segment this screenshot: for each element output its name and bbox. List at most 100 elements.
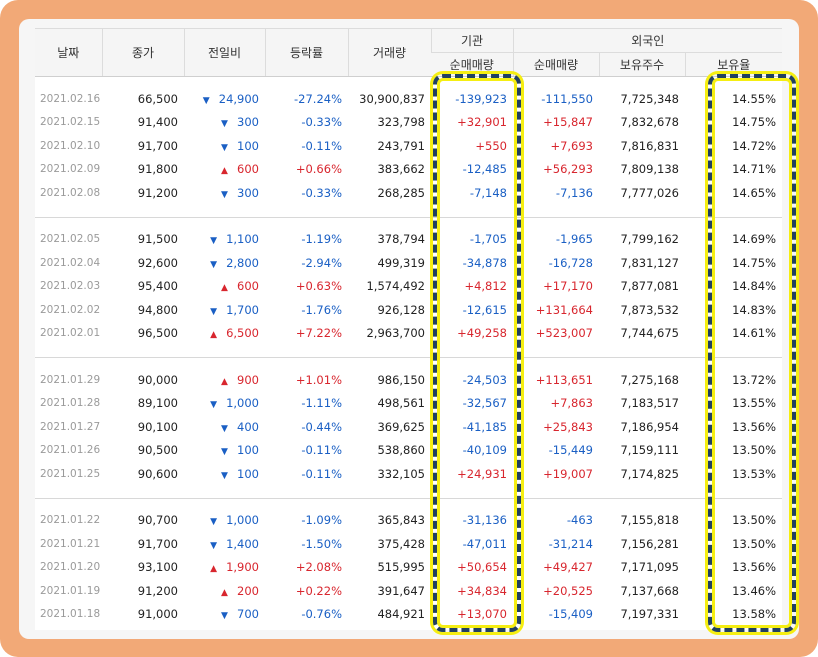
change-cell: ▲ 900 (184, 368, 265, 392)
group-separator (35, 345, 782, 358)
change-cell: ▼ 24,900 (184, 87, 265, 111)
inst-net-cell: -12,485 (462, 162, 507, 177)
foreign-net-cell: -15,449 (548, 443, 593, 458)
foreign-ratio-cell: 13.50% (732, 443, 777, 458)
close-cell: 96,500 (137, 326, 178, 341)
arrow-up-icon: ▲ (210, 330, 217, 341)
foreign-hold-cell: 7,816,831 (620, 138, 679, 153)
col-group-institution: 기관 (430, 28, 513, 53)
change-value: 600 (237, 162, 259, 177)
foreign-hold-cell: 7,137,668 (620, 583, 679, 598)
arrow-down-icon: ▼ (210, 236, 217, 247)
col-header-date: 날짜 (35, 28, 102, 77)
close-cell: 91,000 (137, 607, 178, 622)
change-cell: ▼ 300 (184, 181, 265, 205)
foreign-ratio-cell: 14.71% (732, 162, 777, 177)
volume-cell: 499,319 (377, 255, 425, 270)
close-cell: 66,500 (137, 91, 178, 106)
rate-cell: -1.50% (301, 536, 342, 551)
rate-cell: -0.11% (301, 138, 342, 153)
col-header-change: 전일비 (183, 28, 265, 77)
close-cell: 94,800 (137, 302, 178, 317)
separator-cell (35, 204, 782, 218)
close-cell: 91,800 (137, 162, 178, 177)
foreign-net-cell: -15,409 (548, 607, 593, 622)
volume-cell: 538,860 (377, 443, 425, 458)
change-cell: ▼ 100 (184, 439, 265, 463)
foreign-net-cell: +19,007 (543, 466, 593, 481)
change-value: 1,100 (226, 232, 259, 247)
foreign-ratio-cell: 14.75% (732, 255, 777, 270)
col-header-inst-net: 순매매량 (431, 52, 513, 77)
close-cell: 90,600 (137, 466, 178, 481)
close-cell: 90,700 (137, 513, 178, 528)
close-cell: 93,100 (137, 560, 178, 575)
col-header-volume: 거래량 (347, 28, 431, 77)
date-cell: 2021.01.27 (40, 420, 101, 433)
change-value: 300 (237, 115, 259, 130)
date-cell: 2021.02.03 (40, 280, 101, 293)
inst-net-cell: -32,567 (462, 396, 507, 411)
foreign-hold-cell: 7,197,331 (620, 607, 679, 622)
foreign-ratio-cell: 13.50% (732, 536, 777, 551)
arrow-down-icon: ▼ (221, 119, 228, 130)
foreign-net-cell: +113,651 (535, 372, 593, 387)
volume-cell: 1,574,492 (366, 279, 425, 294)
change-cell: ▼ 300 (184, 111, 265, 135)
table-row: 2021.01.27 90,100 ▼ 400 -0.44% 369,625 -41,185… (35, 415, 782, 439)
spacer-cell (35, 358, 782, 369)
arrow-down-icon: ▼ (221, 470, 228, 481)
volume-cell: 926,128 (377, 302, 425, 317)
foreign-ratio-cell: 14.65% (732, 185, 777, 200)
change-cell: ▼ 2,800 (184, 251, 265, 275)
foreign-net-cell: -16,728 (548, 255, 593, 270)
foreign-hold-cell: 7,744,675 (620, 326, 679, 341)
inst-net-cell: -24,503 (462, 372, 507, 387)
inst-net-cell: +49,258 (457, 326, 507, 341)
col-header-close: 종가 (101, 28, 184, 77)
date-cell: 2021.01.19 (40, 584, 101, 597)
foreign-net-cell: +131,664 (535, 302, 593, 317)
rate-cell: -0.33% (301, 185, 342, 200)
foreign-hold-cell: 7,183,517 (620, 396, 679, 411)
group-top-spacer (35, 358, 782, 369)
table-row: 2021.01.18 91,000 ▼ 700 -0.76% 484,921 +13,070… (35, 603, 782, 627)
change-value: 300 (237, 185, 259, 200)
change-cell: ▼ 100 (184, 134, 265, 158)
change-cell: ▼ 1,700 (184, 298, 265, 322)
foreign-net-cell: +7,863 (550, 396, 593, 411)
table-row: 2021.02.08 91,200 ▼ 300 -0.33% 268,285 -7,148 -… (35, 181, 782, 205)
change-value: 2,800 (226, 255, 259, 270)
table-row: 2021.02.15 91,400 ▼ 300 -0.33% 323,798 +32,901… (35, 111, 782, 135)
volume-cell: 986,150 (377, 372, 425, 387)
table-row: 2021.01.25 90,600 ▼ 100 -0.11% 332,105 +24,931… (35, 462, 782, 486)
change-cell: ▼ 1,100 (184, 228, 265, 252)
rate-cell: -0.44% (301, 419, 342, 434)
separator-cell (35, 485, 782, 499)
inst-net-cell: +50,654 (457, 560, 507, 575)
arrow-up-icon: ▲ (221, 283, 228, 294)
arrow-down-icon: ▼ (210, 306, 217, 317)
arrow-up-icon: ▲ (221, 166, 228, 177)
close-cell: 91,700 (137, 138, 178, 153)
close-cell: 91,200 (137, 185, 178, 200)
spacer-cell (35, 217, 782, 228)
date-cell: 2021.01.18 (40, 608, 101, 621)
change-cell: ▲ 600 (184, 158, 265, 182)
foreign-ratio-cell: 14.61% (732, 326, 777, 341)
foreign-net-cell: -31,214 (548, 536, 593, 551)
change-cell: ▼ 400 (184, 415, 265, 439)
foreign-hold-cell: 7,186,954 (620, 419, 679, 434)
date-cell: 2021.02.02 (40, 303, 101, 316)
date-cell: 2021.02.15 (40, 116, 101, 129)
date-cell: 2021.01.29 (40, 373, 101, 386)
table-row: 2021.02.05 91,500 ▼ 1,100 -1.19% 378,794 -1,70… (35, 228, 782, 252)
rate-cell: -0.11% (301, 443, 342, 458)
inst-net-cell: +550 (475, 138, 507, 153)
foreign-net-cell: -7,136 (555, 185, 593, 200)
foreign-hold-cell: 7,877,081 (620, 279, 679, 294)
date-cell: 2021.01.20 (40, 561, 101, 574)
date-cell: 2021.01.28 (40, 397, 101, 410)
volume-cell: 2,963,700 (366, 326, 425, 341)
change-cell: ▼ 1,000 (184, 392, 265, 416)
